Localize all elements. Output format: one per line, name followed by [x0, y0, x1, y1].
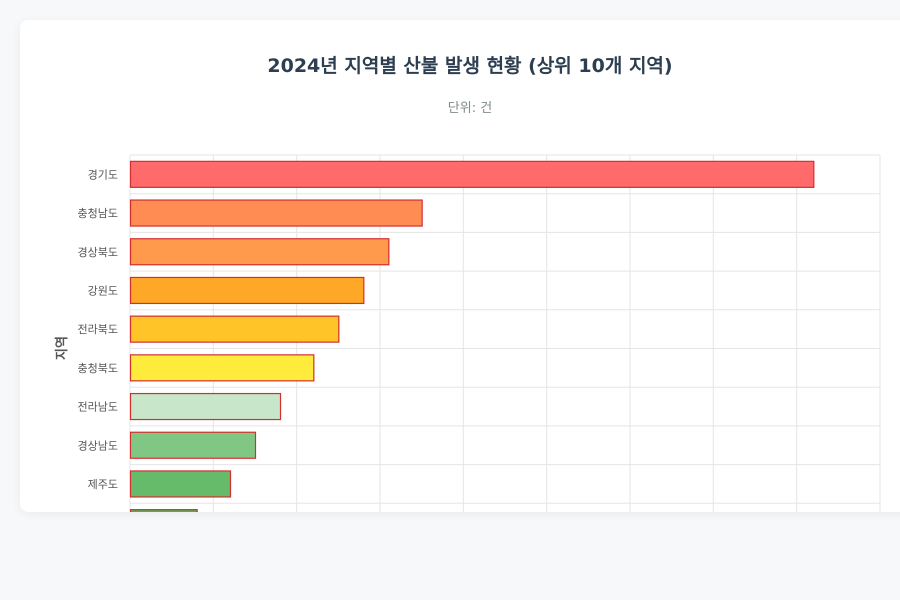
- bar[interactable]: [129, 315, 340, 343]
- category-tick-label: 경기도: [88, 168, 118, 181]
- bar[interactable]: [129, 509, 198, 512]
- bar[interactable]: [129, 470, 232, 498]
- bar[interactable]: [129, 392, 282, 421]
- category-tick-label: 제주도: [88, 478, 118, 491]
- category-tick-label: 강원도: [88, 284, 118, 297]
- y-axis-label: 지역: [54, 336, 70, 360]
- chart-card: 2024년 지역별 산불 발생 현황 (상위 10개 지역) 단위: 건 지역 …: [20, 20, 900, 512]
- category-tick-label: 충청남도: [78, 207, 118, 220]
- category-tick-label: 전라북도: [78, 323, 118, 336]
- grid-lines: [129, 154, 881, 512]
- chart-title: 2024년 지역별 산불 발생 현황 (상위 10개 지역): [267, 54, 672, 77]
- category-tick-label: 전라남도: [78, 401, 118, 414]
- bar[interactable]: [129, 160, 815, 188]
- chart-subtitle: 단위: 건: [448, 101, 492, 116]
- category-tick-label: 경상북도: [78, 246, 118, 259]
- category-tick-label: 경상남도: [78, 439, 118, 452]
- bar[interactable]: [129, 354, 315, 382]
- bar[interactable]: [129, 238, 390, 266]
- bar[interactable]: [129, 276, 365, 305]
- bar[interactable]: [129, 431, 257, 459]
- category-tick-label: 충청북도: [78, 362, 118, 375]
- bar[interactable]: [129, 199, 423, 227]
- bar-chart: 2024년 지역별 산불 발생 현황 (상위 10개 지역) 단위: 건 지역 …: [54, 54, 881, 512]
- bars: [129, 160, 815, 512]
